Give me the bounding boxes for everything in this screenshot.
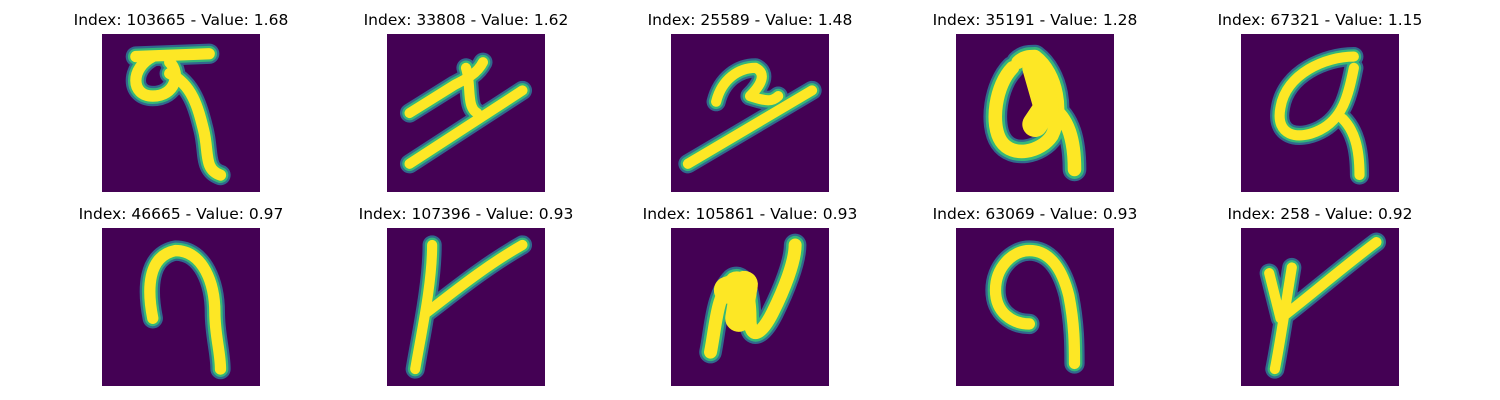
digit-image	[1241, 34, 1399, 192]
panel-5	[102, 228, 260, 386]
panel-title: Index: 33808 - Value: 1.62	[363, 11, 569, 29]
digit-image	[671, 228, 829, 386]
digit-image	[956, 228, 1114, 386]
panel-title: Index: 25589 - Value: 1.48	[647, 11, 853, 29]
panel-title: Index: 105861 - Value: 0.93	[642, 205, 858, 223]
panel-4	[1241, 34, 1399, 192]
panel-title: Index: 63069 - Value: 0.93	[932, 205, 1138, 223]
digit-image	[956, 34, 1114, 192]
panel-title: Index: 103665 - Value: 1.68	[73, 11, 289, 29]
digit-image	[387, 34, 545, 192]
panel-title: Index: 258 - Value: 0.92	[1227, 205, 1413, 223]
panel-title: Index: 107396 - Value: 0.93	[358, 205, 574, 223]
digit-image	[387, 228, 545, 386]
digit-image	[102, 34, 260, 192]
digit-image	[1241, 228, 1399, 386]
panel-6	[387, 228, 545, 386]
panel-title: Index: 67321 - Value: 1.15	[1217, 11, 1423, 29]
panel-0	[102, 34, 260, 192]
digit-image	[102, 228, 260, 386]
panel-8	[956, 228, 1114, 386]
panel-2	[671, 34, 829, 192]
panel-7	[671, 228, 829, 386]
panel-title: Index: 35191 - Value: 1.28	[932, 11, 1138, 29]
panel-3	[956, 34, 1114, 192]
panel-1	[387, 34, 545, 192]
digit-image	[671, 34, 829, 192]
panel-9	[1241, 228, 1399, 386]
panel-title: Index: 46665 - Value: 0.97	[78, 205, 284, 223]
